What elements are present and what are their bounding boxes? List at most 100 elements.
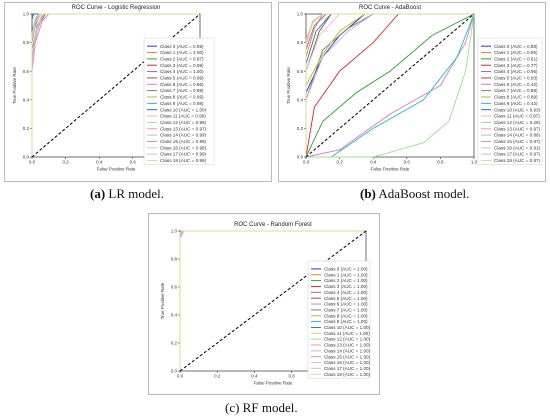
legend-label-class-10: Class 10 (AUC = 0.93) (494, 107, 541, 112)
y-axis-label: True Positive Rate (286, 67, 291, 104)
legend-label-class-1: Class 1 (AUC = 1.00) (160, 50, 204, 55)
roc-curve-class-2 (305, 13, 475, 158)
y-axis-label: True Positive Rate (160, 282, 165, 319)
legend-label-class-15: Class 15 (AUC = 0.97) (494, 139, 541, 144)
legend-label-class-14: Class 14 (AUC = 0.99) (160, 133, 207, 138)
chart-title: ROC Curve - Random Forest (234, 222, 312, 228)
y-tick-label: 0.4 (171, 313, 178, 318)
legend-label-class-14: Class 14 (AUC = 1.00) (324, 348, 371, 353)
roc-curve-class-18 (31, 13, 200, 157)
x-tick-label: 0.2 (336, 160, 343, 165)
legend: Class 0 (AUC = 1.00)Class 1 (AUC = 1.00)… (307, 260, 371, 379)
x-tick-label: 0.6 (404, 160, 411, 165)
legend-label-class-9: Class 9 (AUC = 1.00) (324, 319, 368, 324)
legend-label-class-7: Class 7 (AUC = 0.99) (160, 88, 204, 93)
legend-label-class-1: Class 1 (AUC = 0.95) (494, 50, 538, 55)
legend-label-class-18: Class 18 (AUC = 1.00) (324, 372, 371, 377)
legend-label-class-16: Class 16 (AUC = 0.91) (494, 145, 541, 150)
legend-label-class-6: Class 6 (AUC = 0.42) (494, 82, 538, 87)
figure-frame (4, 2, 272, 182)
legend-label-class-0: Class 0 (AUC = 0.99) (160, 44, 204, 49)
legend-label-class-17: Class 17 (AUC = 1.00) (324, 366, 371, 371)
x-tick-label: 0.4 (370, 160, 377, 165)
x-tick-label: 0.4 (251, 374, 258, 379)
legend-label-class-3: Class 3 (AUC = 0.77) (494, 63, 538, 68)
x-axis-label: False Positive Rate (371, 166, 410, 171)
x-tick-label: 0.2 (214, 374, 221, 379)
y-tick-label: 1.0 (171, 229, 178, 234)
legend: Class 0 (AUC = 0.88)Class 1 (AUC = 0.95)… (477, 37, 543, 165)
caption-rf-text: (c) RF model. (225, 400, 298, 415)
y-tick-label: 0.2 (171, 341, 178, 346)
y-tick-label: 0.2 (23, 126, 30, 131)
y-tick-label: 0.6 (23, 69, 30, 74)
y-tick-label: 0.2 (297, 126, 304, 131)
roc-curve-class-6 (305, 13, 475, 158)
legend-label-class-10: Class 10 (AUC = 1.00) (324, 325, 371, 330)
legend-label-class-5: Class 5 (AUC = 0.93) (494, 76, 538, 81)
y-tick-label: 1.0 (23, 12, 30, 17)
legend-label-class-6: Class 6 (AUC = 1.00) (324, 302, 368, 307)
y-axis-label: True Positive Rate (12, 67, 17, 104)
x-tick-label: 0.0 (177, 374, 184, 379)
y-tick-label: 0.0 (297, 155, 304, 160)
roc-curve-class-12 (306, 13, 475, 158)
roc-chart-adaboost: ROC Curve - AdaBoost 0.0 0.2 0.4 0.6 0.8 1.0 0.… (278, 2, 546, 182)
legend-label-class-16: Class 16 (AUC = 0.98) (160, 145, 207, 150)
legend-label-class-9: Class 9 (AUC = 0.98) (160, 101, 204, 106)
x-tick-label: 0.0 (29, 160, 36, 165)
x-axis-label: False Positive Rate (254, 380, 293, 385)
x-tick-label: 0.6 (288, 374, 295, 379)
legend-label-class-2: Class 2 (AUC = 0.61) (494, 56, 538, 61)
chance-diagonal (179, 230, 367, 372)
legend-label-class-2: Class 2 (AUC = 0.97) (160, 56, 204, 61)
legend-label-class-6: Class 6 (AUC = 0.96) (160, 82, 204, 87)
y-tick-label: 0.8 (297, 40, 304, 45)
legend-label-class-1: Class 1 (AUC = 1.00) (324, 272, 368, 277)
legend-box (307, 260, 371, 379)
caption-lr: (a) LR model. (90, 186, 164, 202)
legend-label-class-9: Class 9 (AUC = 0.42) (494, 101, 538, 106)
y-tick-label: 0.0 (23, 155, 30, 160)
legend-label-class-11: Class 11 (AUC = 0.99) (160, 114, 206, 119)
x-tick-label: 0.2 (62, 160, 69, 165)
y-tick-label: 0.4 (297, 97, 304, 102)
y-tick-label: 0.6 (297, 69, 304, 74)
legend-label-class-17: Class 17 (AUC = 0.99) (160, 152, 207, 157)
legend-label-class-18: Class 18 (AUC = 0.99) (160, 158, 207, 163)
roc-curve-class-18 (179, 230, 366, 371)
caption-lr-text: LR model. (105, 186, 165, 201)
chart-title: ROC Curve - AdaBoost (359, 5, 421, 11)
caption-adaboost: (b) AdaBoost model. (360, 186, 469, 202)
roc-chart-lr: ROC Curve - Logistic Regression 0.0 0.2 0.4… (4, 2, 272, 182)
x-tick-label: 0.8 (437, 160, 444, 165)
caption-lr-tag: (a) (90, 186, 106, 201)
legend-label-class-3: Class 3 (AUC = 1.00) (324, 284, 368, 289)
y-tick-label: 0.6 (171, 285, 178, 290)
legend-label-class-13: Class 13 (AUC = 0.97) (160, 126, 207, 131)
legend-label-class-5: Class 5 (AUC = 1.00) (324, 296, 368, 301)
legend-label-class-8: Class 8 (AUC = 0.89) (494, 95, 538, 100)
legend-label-class-13: Class 13 (AUC = 1.00) (324, 343, 371, 348)
legend-label-class-14: Class 14 (AUC = 0.86) (494, 133, 541, 138)
legend-label-class-7: Class 7 (AUC = 1.00) (324, 307, 368, 312)
roc-chart-adaboost-svg: ROC Curve - AdaBoost 0.0 0.2 0.4 0.6 0.8 1.0 0.… (278, 2, 546, 182)
x-tick-label: 0.0 (303, 160, 310, 165)
y-tick-label: 0.4 (23, 97, 30, 102)
legend-label-class-4: Class 4 (AUC = 1.00) (160, 69, 204, 74)
legend-label-class-15: Class 15 (AUC = 0.99) (160, 139, 207, 144)
caption-adaboost-text: AdaBoost model. (375, 186, 470, 201)
legend-label-class-0: Class 0 (AUC = 1.00) (324, 267, 368, 272)
y-tick-label: 1.0 (297, 12, 304, 17)
legend-label-class-3: Class 3 (AUC = 0.99) (160, 63, 204, 68)
legend-label-class-10: Class 10 (AUC = 1.00) (160, 107, 207, 112)
x-tick-label: 0.4 (96, 160, 103, 165)
legend-label-class-11: Class 11 (AUC = 0.97) (494, 114, 540, 119)
legend-label-class-13: Class 13 (AUC = 0.97) (494, 126, 541, 131)
legend-label-class-18: Class 18 (AUC = 0.97) (494, 158, 541, 163)
legend: Class 0 (AUC = 0.99)Class 1 (AUC = 1.00)… (143, 37, 215, 165)
caption-rf: (c) RF model. (225, 400, 298, 416)
x-tick-label: 1.0 (471, 160, 478, 165)
roc-chart-lr-svg: ROC Curve - Logistic Regression 0.0 0.2 0.4… (4, 2, 272, 182)
chart-title: ROC Curve - Logistic Regression (72, 5, 161, 11)
